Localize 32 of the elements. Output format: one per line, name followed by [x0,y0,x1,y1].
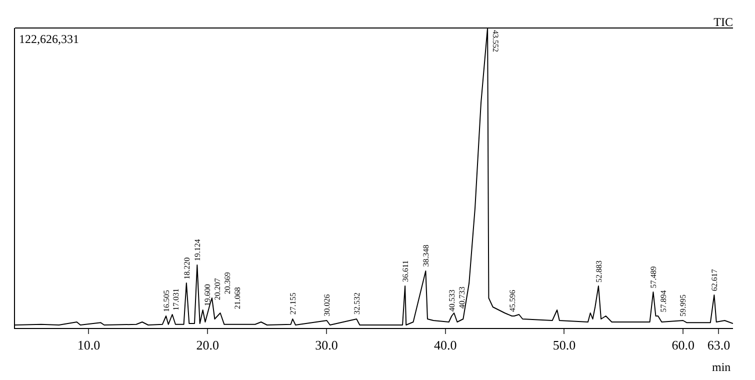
x-tick-label: 40.0 [434,338,457,353]
annotation: 57.489 [649,266,658,288]
x-tick-label: 60.0 [672,338,694,353]
annotation: 32.532 [352,292,362,315]
annotation: 43.552 [491,30,500,52]
annotation: 27.155 [288,292,298,315]
annotation: 17.031 [172,288,181,311]
x-tick-label: 30.0 [315,338,338,353]
annotation: 38.348 [422,244,431,267]
annotation: 30.026 [322,294,332,316]
annotation: 20.369 [223,272,232,294]
x-tick-label: 10.0 [77,338,100,353]
annotation: 16.505 [162,290,172,312]
x-tick-label: 63.0 [707,338,730,353]
annotation: 21.068 [233,287,242,310]
x-tick-label: 20.0 [196,338,219,353]
annotation: 40.733 [458,286,467,309]
annotation: 57.894 [659,290,668,312]
annotation: 19.124 [193,239,202,262]
annotation: 20.207 [213,278,222,300]
annotation: 52.883 [594,260,604,282]
annotation: 122,626,331 [19,32,79,46]
chart-title: TIC [714,15,733,29]
annotation: 62.617 [710,269,720,292]
x-tick-label: 50.0 [552,338,576,353]
annotation: 36.611 [401,260,410,282]
annotation: 59.995 [678,294,688,317]
annotation: 18.220 [182,257,192,280]
x-axis-title: min [712,360,731,374]
annotation: 45.596 [508,290,517,312]
annotation: 19.600 [203,284,212,306]
annotation: 40.533 [448,290,457,312]
